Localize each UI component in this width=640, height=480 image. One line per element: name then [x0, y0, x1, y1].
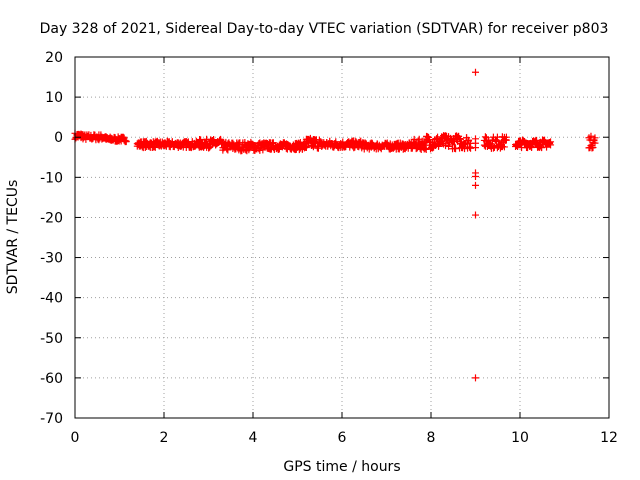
data-point — [472, 181, 479, 189]
data-point — [547, 141, 555, 149]
y-tick-label: -50 — [40, 331, 63, 347]
data-point — [466, 143, 474, 151]
y-tick-label: 20 — [45, 50, 63, 66]
y-tick-label: 10 — [45, 90, 63, 106]
data-point — [472, 144, 479, 152]
x-tick-label: 8 — [427, 430, 436, 446]
data-point — [206, 143, 214, 151]
x-tick-label: 0 — [71, 430, 80, 446]
axis-ticks — [74, 56, 610, 419]
data-point — [528, 143, 536, 151]
data-point — [536, 139, 544, 147]
tick-labels: 0 2 4 6 8 10 12 -70 -60 -50 -40 -30 -20 -10 0 10 20 — [40, 50, 618, 446]
y-axis-label: SDTVAR / TECUs — [5, 180, 21, 295]
x-tick-label: 4 — [249, 430, 258, 446]
data-point — [445, 142, 453, 150]
y-tick-label: -20 — [40, 210, 63, 226]
x-tick-label: 10 — [511, 430, 529, 446]
y-tick-label: -30 — [40, 251, 63, 267]
data-point — [457, 135, 465, 143]
data-point — [223, 145, 231, 153]
x-tick-label: 12 — [600, 430, 618, 446]
data-point — [314, 144, 322, 152]
data-point — [472, 211, 479, 219]
y-tick-label: 0 — [54, 130, 63, 146]
data-point — [537, 142, 545, 150]
data-point — [203, 135, 211, 143]
data-point — [481, 133, 489, 141]
data-series — [71, 68, 599, 382]
y-tick-label: -40 — [40, 291, 63, 307]
data-point — [422, 145, 430, 153]
data-point — [121, 136, 129, 144]
data-point — [224, 146, 232, 154]
data-point — [472, 173, 479, 181]
data-point — [122, 138, 130, 146]
data-point — [472, 68, 479, 76]
data-point — [502, 136, 510, 144]
y-tick-label: -10 — [40, 170, 63, 186]
x-tick-label: 2 — [160, 430, 169, 446]
data-point — [442, 142, 450, 150]
data-point — [587, 132, 595, 140]
data-point — [472, 374, 479, 382]
y-tick-label: -70 — [40, 411, 63, 427]
y-tick-label: -60 — [40, 371, 63, 387]
chart-title: Day 328 of 2021, Sidereal Day-to-day VTE… — [40, 21, 609, 37]
x-tick-label: 6 — [338, 430, 347, 446]
data-point — [500, 143, 508, 151]
x-axis-label: GPS time / hours — [283, 459, 400, 475]
data-point — [452, 145, 460, 153]
grid-lines — [75, 57, 609, 418]
data-point — [456, 135, 464, 143]
data-point — [591, 134, 599, 142]
